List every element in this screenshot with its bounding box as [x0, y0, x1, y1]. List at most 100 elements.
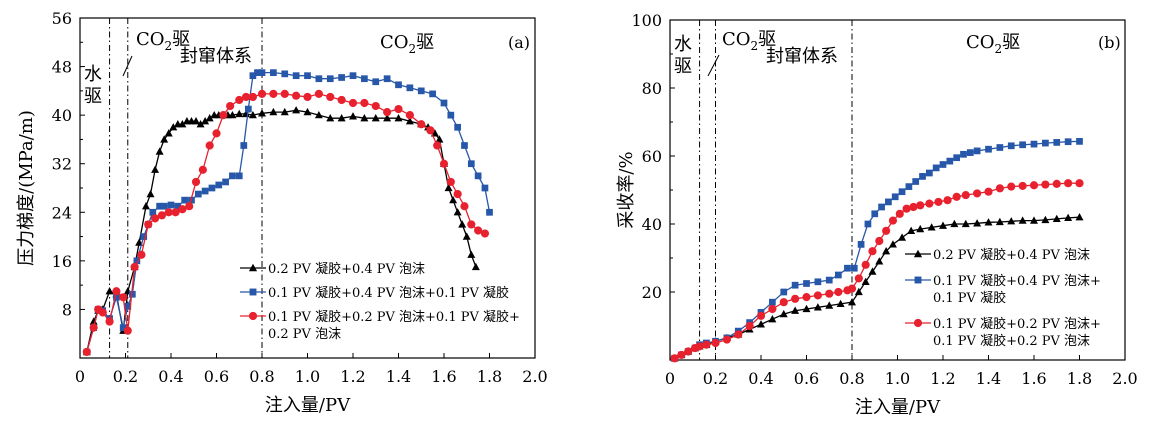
data-point	[875, 236, 884, 246]
x-tick-label: 0.4	[748, 369, 773, 388]
data-point	[868, 267, 877, 275]
data-point	[98, 308, 107, 317]
data-point	[677, 350, 686, 359]
stage-pointer-line	[122, 55, 133, 77]
x-tick-label: 1.8	[1067, 369, 1092, 388]
data-point	[939, 161, 947, 168]
stage-label-co2_second: CO2驱	[380, 32, 434, 56]
data-point	[174, 202, 182, 210]
x-tick-label: 1.8	[477, 367, 502, 386]
data-point	[875, 257, 884, 265]
chart-panel-b: 0 0.2 0.4 0.6 0.8 1.0 1.2 1.4 1.6 1.8 2.0 20 40 60 80 1…	[616, 11, 1138, 418]
x-tick-label: 1.4	[976, 369, 1001, 388]
data-point	[89, 317, 98, 325]
data-point	[133, 257, 141, 265]
data-point	[244, 105, 252, 113]
data-point	[791, 281, 799, 289]
legend-label: 0.2 PV 凝胶+0.4 PV 泡沫	[268, 261, 425, 277]
legend-marker	[914, 276, 922, 284]
data-point	[191, 177, 201, 187]
stage-label-plugging: 封窜体系	[766, 46, 838, 67]
data-point	[871, 210, 879, 218]
data-point	[909, 202, 918, 212]
data-point	[1041, 215, 1050, 224]
x-axis-title: 注入量/PV	[855, 397, 941, 418]
data-point	[360, 113, 369, 122]
data-point	[912, 178, 920, 185]
data-point	[429, 90, 436, 98]
stage-label-char: 驱	[84, 86, 102, 107]
data-point	[326, 113, 335, 122]
data-point	[198, 165, 207, 174]
data-point	[240, 142, 248, 149]
data-point	[205, 141, 214, 150]
data-point	[907, 226, 916, 234]
data-point	[201, 187, 209, 195]
legend: 0.2 PV 凝胶+0.4 PV 泡沫 0.1 PV 凝胶+0.4 PV 泡沫+0…	[240, 261, 520, 342]
data-point	[848, 298, 856, 306]
data-point	[212, 129, 221, 138]
data-point	[150, 214, 160, 223]
data-point	[181, 196, 189, 204]
data-point	[1053, 139, 1061, 146]
data-point	[160, 135, 169, 143]
data-point	[222, 178, 229, 186]
data-point	[791, 294, 800, 303]
data-point	[864, 220, 872, 228]
data-point	[235, 95, 244, 105]
stage-label-co2_first: CO2驱	[722, 29, 776, 53]
data-point	[916, 201, 925, 210]
data-point	[453, 208, 462, 216]
y-tick-label: 40	[642, 215, 662, 234]
data-point	[1042, 139, 1049, 147]
data-point	[481, 184, 489, 192]
data-point	[861, 260, 870, 269]
data-point	[201, 117, 210, 125]
legend-label: 0.1 PV 凝胶+0.4 PV 泡沫+	[933, 273, 1101, 289]
legend-marker	[248, 311, 258, 321]
data-point	[383, 108, 392, 117]
legend: 0.2 PV 凝胶+0.4 PV 泡沫0.1 PV 凝胶+0.4 PV 泡沫+0…	[905, 247, 1101, 349]
data-point	[779, 298, 788, 307]
data-point	[1052, 214, 1061, 223]
data-point	[905, 183, 913, 190]
data-point	[326, 92, 335, 102]
data-point	[850, 264, 858, 272]
x-tick-label: 2.0	[522, 367, 547, 386]
data-point	[895, 209, 904, 218]
data-point	[151, 165, 160, 173]
data-point	[257, 89, 267, 98]
data-point	[1075, 213, 1084, 221]
data-point	[702, 340, 711, 349]
data-point	[985, 145, 992, 153]
data-point	[780, 288, 788, 296]
data-point	[825, 289, 834, 298]
data-point	[348, 98, 358, 108]
data-point	[486, 208, 493, 216]
series-circle	[670, 179, 1084, 363]
y-axis-title: 采收率/%	[616, 151, 637, 228]
legend-label: 0.1 PV 凝胶+0.2 PV 泡沫	[933, 333, 1090, 349]
x-tick-label: 1.2	[340, 367, 365, 386]
data-point	[802, 293, 811, 302]
data-point	[1030, 140, 1038, 148]
data-point	[383, 113, 392, 122]
data-point	[1007, 182, 1016, 191]
legend-marker	[248, 263, 258, 272]
data-point	[235, 109, 244, 118]
y-tick-label: 24	[52, 203, 72, 222]
data-point	[435, 135, 444, 143]
data-point	[802, 304, 811, 313]
legend-label: 0.1 PV 凝胶	[933, 290, 1006, 306]
data-point	[927, 223, 936, 231]
data-point	[834, 271, 842, 279]
legend-item: 0.1 PV 凝胶+0.4 PV 泡沫+0.1 PV 凝胶	[240, 285, 509, 301]
data-point	[467, 220, 476, 229]
data-point	[813, 303, 822, 311]
data-point	[966, 149, 974, 156]
data-point	[446, 177, 455, 187]
data-point	[394, 113, 403, 122]
legend-label: 0.2 PV 凝胶+0.4 PV 泡沫	[933, 247, 1090, 263]
data-point	[405, 117, 414, 125]
data-point	[745, 321, 754, 331]
